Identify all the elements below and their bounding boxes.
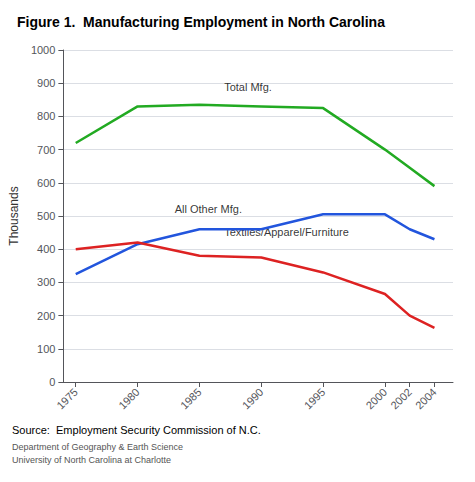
svg-text:All Other Mfg.: All Other Mfg.: [175, 203, 242, 215]
svg-text:200: 200: [37, 310, 55, 322]
svg-text:400: 400: [37, 243, 55, 255]
svg-text:600: 600: [37, 177, 55, 189]
svg-text:Department of Geography & Eart: Department of Geography & Earth Science: [12, 442, 183, 452]
svg-text:0: 0: [49, 376, 55, 388]
svg-text:300: 300: [37, 276, 55, 288]
svg-text:2002: 2002: [388, 386, 414, 412]
svg-text:1975: 1975: [54, 386, 80, 412]
svg-text:1995: 1995: [302, 386, 328, 412]
svg-text:1990: 1990: [240, 386, 266, 412]
svg-text:500: 500: [37, 210, 55, 222]
svg-text:900: 900: [37, 77, 55, 89]
svg-text:Textiles/Apparel/Furniture: Textiles/Apparel/Furniture: [224, 226, 349, 238]
svg-text:800: 800: [37, 110, 55, 122]
svg-text:Figure 1. Manufacturing Emplo: Figure 1. Manufacturing Employment in No…: [17, 14, 385, 30]
svg-text:700: 700: [37, 144, 55, 156]
svg-text:2004: 2004: [413, 386, 439, 412]
svg-text:University of North Carolina a: University of North Carolina at Charlott…: [12, 455, 171, 465]
svg-text:1980: 1980: [116, 386, 142, 412]
svg-text:Total Mfg.: Total Mfg.: [224, 81, 272, 93]
svg-text:1000: 1000: [31, 44, 55, 56]
svg-text:2000: 2000: [363, 386, 389, 412]
svg-text:100: 100: [37, 343, 55, 355]
svg-text:Thousands: Thousands: [7, 186, 21, 245]
svg-text:1985: 1985: [178, 386, 204, 412]
svg-text:Source: Employment Security C: Source: Employment Security Commission o…: [12, 424, 261, 436]
